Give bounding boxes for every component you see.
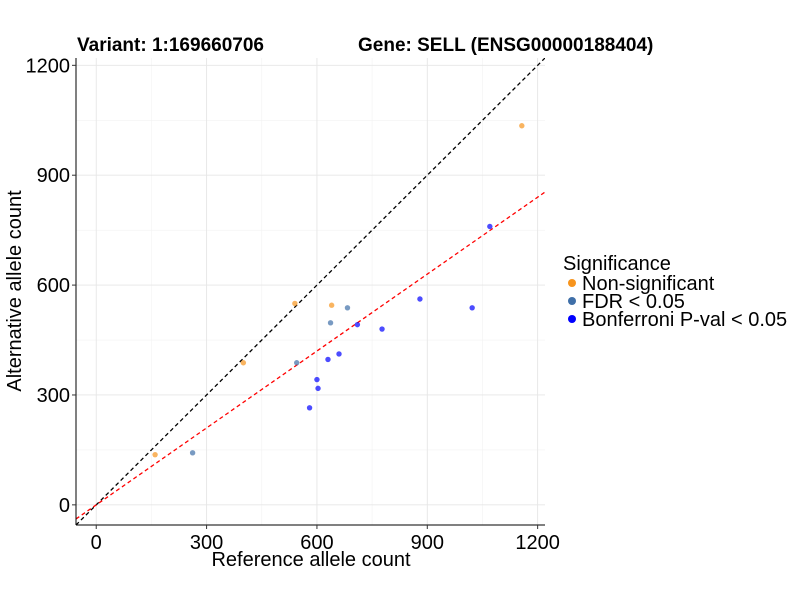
data-point <box>336 351 342 357</box>
x-tick-label: 300 <box>190 532 223 554</box>
data-point <box>469 305 475 311</box>
data-point <box>487 223 493 230</box>
legend-title: Significance <box>563 253 671 275</box>
data-points <box>152 123 525 458</box>
reference-lines <box>76 58 545 525</box>
grid-layer <box>76 58 545 525</box>
chart-title-variant: Variant: 1:169660706 <box>77 35 264 56</box>
y-axis-label: Alternative allele count <box>4 190 26 392</box>
x-tick-label: 0 <box>91 532 102 554</box>
data-point <box>189 450 196 456</box>
legend-swatch <box>568 315 576 323</box>
data-point <box>417 296 423 302</box>
data-point <box>328 302 335 308</box>
data-point <box>344 305 351 311</box>
data-point <box>327 320 334 326</box>
data-point <box>292 300 298 307</box>
chart-title-gene: Gene: SELL (ENSG00000188404) <box>358 35 653 56</box>
x-tick-label: 1200 <box>515 532 560 554</box>
data-point <box>519 123 525 129</box>
y-tick-label: 600 <box>37 275 70 297</box>
reference-line-fit <box>76 191 545 520</box>
y-tick-label: 0 <box>59 495 70 517</box>
tick-labels: 0 300 600 900 1200 0 300 600 900 1200 <box>26 55 560 554</box>
y-tick-label: 900 <box>37 165 70 187</box>
data-point <box>240 360 247 366</box>
data-point <box>354 321 361 328</box>
axes <box>75 58 545 526</box>
data-point <box>306 405 313 411</box>
data-point <box>315 385 321 392</box>
legend-label: FDR < 0.05 <box>582 291 685 313</box>
y-tick-label: 300 <box>37 385 70 407</box>
data-point <box>294 360 300 366</box>
data-point <box>152 451 158 458</box>
x-axis-label: Reference allele count <box>211 549 410 571</box>
x-tick-label: 600 <box>300 532 333 554</box>
legend-label: Non-significant <box>582 273 715 295</box>
legend-swatch <box>568 279 576 287</box>
data-point <box>325 356 331 363</box>
legend-label: Bonferroni P-val < 0.05 <box>582 309 787 331</box>
data-point <box>314 376 320 383</box>
reference-line-y-x <box>76 58 545 525</box>
x-tick-label: 900 <box>411 532 444 554</box>
y-tick-label: 1200 <box>26 55 71 77</box>
legend-swatch <box>568 297 576 305</box>
data-point <box>379 326 385 332</box>
